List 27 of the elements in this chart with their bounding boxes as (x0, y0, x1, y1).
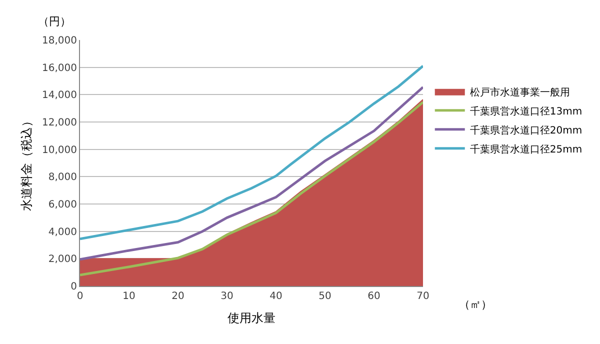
text: （円） (38, 15, 71, 28)
x-tick-label: 10 (122, 291, 136, 302)
legend-label: 千葉県営水道口径13mm (470, 105, 582, 118)
x-tick-label: 20 (172, 291, 184, 302)
y-tick-label: 16,000 (42, 62, 77, 74)
y-tick-label: 0 (70, 282, 77, 292)
x-tick-label: 70 (416, 291, 430, 302)
x-tick-label: 40 (270, 291, 282, 302)
x-tick-label: 60 (368, 291, 380, 302)
y-tick-label: 8,000 (48, 172, 77, 184)
y-axis-title: 水道料金（税込） (19, 115, 34, 211)
line-series (80, 64, 423, 240)
text: （㎡） (459, 298, 492, 311)
legend-label: 千葉県営水道口径25mm (470, 143, 582, 156)
legend-label: 松戸市水道事業一般用 (470, 86, 570, 98)
line-series (80, 86, 423, 261)
y-tick-label: 14,000 (42, 90, 77, 102)
x-tick-label: 50 (318, 291, 332, 302)
legend-label: 千葉県営水道口径20mm (470, 124, 582, 136)
y-tick-label: 18,000 (42, 36, 77, 46)
y-tick-label: 6,000 (48, 200, 77, 210)
y-tick-label: 4,000 (48, 226, 77, 238)
y-tick-label: 12,000 (42, 118, 77, 128)
x-axis-title: 使用水量 (228, 310, 276, 325)
y-tick-label: 10,000 (42, 144, 77, 156)
x-tick-label: 30 (220, 291, 234, 302)
y-tick-label: 2,000 (48, 254, 77, 266)
